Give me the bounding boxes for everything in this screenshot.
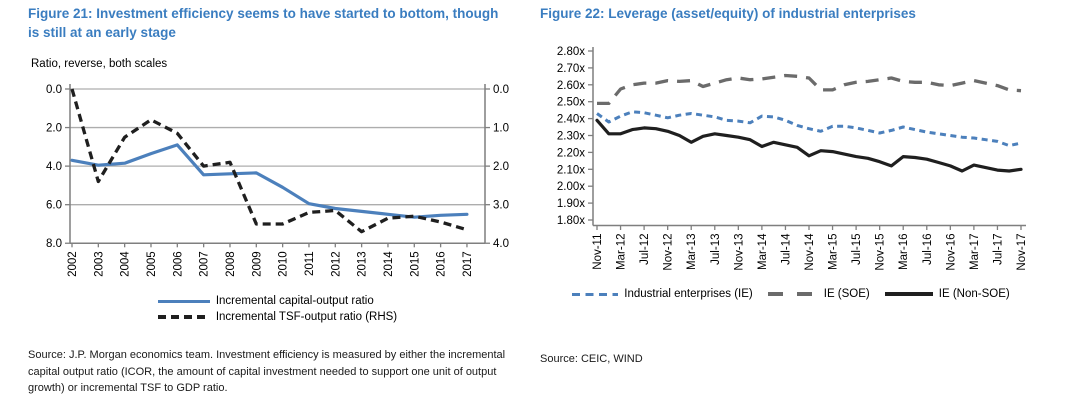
svg-text:2012: 2012 xyxy=(330,251,342,277)
svg-text:Nov-16: Nov-16 xyxy=(945,234,957,271)
svg-text:2007: 2007 xyxy=(199,251,211,277)
fig21-source: Source: J.P. Morgan economics team. Inve… xyxy=(28,349,506,394)
nonsoe-line-sample xyxy=(884,292,933,296)
svg-text:2010: 2010 xyxy=(278,251,290,277)
svg-text:2.10x: 2.10x xyxy=(557,164,585,176)
svg-text:Mar-17: Mar-17 xyxy=(969,234,981,270)
svg-text:2.70x: 2.70x xyxy=(557,63,585,75)
svg-text:2006: 2006 xyxy=(172,251,184,277)
svg-text:0.0: 0.0 xyxy=(46,84,62,96)
svg-text:2.50x: 2.50x xyxy=(557,97,585,109)
svg-text:2.0: 2.0 xyxy=(493,161,509,173)
svg-text:Nov-17: Nov-17 xyxy=(1016,234,1028,271)
svg-text:Jul-15: Jul-15 xyxy=(851,234,863,265)
svg-text:Mar-14: Mar-14 xyxy=(757,233,769,270)
svg-text:2004: 2004 xyxy=(120,251,132,277)
legend-item-ie: Industrial enterprises (IE) xyxy=(572,288,753,300)
svg-text:2003: 2003 xyxy=(93,251,105,277)
legend-item-soe: IE (SOE) xyxy=(767,288,870,300)
svg-text:3.0: 3.0 xyxy=(493,200,509,212)
svg-text:6.0: 6.0 xyxy=(46,200,62,212)
svg-text:2.60x: 2.60x xyxy=(557,80,585,92)
svg-text:Jul-12: Jul-12 xyxy=(639,234,651,265)
fig21-legend: Incremental capital-output ratio Increme… xyxy=(70,295,485,323)
ie-line-sample xyxy=(572,292,619,296)
svg-text:Mar-13: Mar-13 xyxy=(686,234,698,270)
svg-text:4.0: 4.0 xyxy=(493,238,509,250)
fig21-axis-note: Ratio, reverse, both scales xyxy=(31,58,168,70)
svg-text:8.0: 8.0 xyxy=(46,238,62,250)
soe-line-sample xyxy=(767,292,818,296)
svg-text:Jul-14: Jul-14 xyxy=(780,233,792,265)
svg-text:2016: 2016 xyxy=(436,251,448,277)
legend-item-nonsoe: IE (Non-SOE) xyxy=(884,288,1010,300)
svg-text:Nov-13: Nov-13 xyxy=(733,234,745,271)
svg-text:1.80x: 1.80x xyxy=(557,215,585,227)
svg-text:Jul-17: Jul-17 xyxy=(992,234,1004,265)
svg-text:Mar-16: Mar-16 xyxy=(898,234,910,270)
svg-text:Nov-15: Nov-15 xyxy=(875,234,887,271)
svg-text:0.0: 0.0 xyxy=(493,84,509,96)
legend-label-ie: Industrial enterprises (IE) xyxy=(624,288,753,300)
legend-item-tsf: Incremental TSF-output ratio (RHS) xyxy=(157,311,398,323)
svg-text:Mar-12: Mar-12 xyxy=(616,234,628,270)
svg-text:1.90x: 1.90x xyxy=(557,198,585,210)
svg-text:2.00x: 2.00x xyxy=(557,181,585,193)
svg-text:Nov-12: Nov-12 xyxy=(663,234,675,271)
svg-text:2.80x: 2.80x xyxy=(557,46,585,58)
svg-text:2008: 2008 xyxy=(225,251,237,277)
svg-text:Mar-15: Mar-15 xyxy=(828,234,840,270)
svg-text:2015: 2015 xyxy=(409,251,421,277)
fig22-legend: Industrial enterprises (IE) IE (SOE) IE … xyxy=(541,288,1041,300)
svg-text:2014: 2014 xyxy=(383,251,395,277)
svg-text:Jul-13: Jul-13 xyxy=(710,234,722,265)
legend-item-icor: Incremental capital-output ratio xyxy=(157,295,374,307)
svg-text:2.40x: 2.40x xyxy=(557,114,585,126)
fig22-source: Source: CEIC, WIND xyxy=(540,353,643,365)
svg-text:2.30x: 2.30x xyxy=(557,131,585,143)
svg-text:2011: 2011 xyxy=(304,251,316,276)
legend-label-icor: Incremental capital-output ratio xyxy=(215,295,374,307)
svg-text:2017: 2017 xyxy=(462,251,474,277)
tsf-line-sample xyxy=(157,315,210,319)
svg-text:2005: 2005 xyxy=(146,251,158,277)
legend-label-soe: IE (SOE) xyxy=(823,288,870,300)
svg-text:2013: 2013 xyxy=(357,251,369,277)
svg-text:2.0: 2.0 xyxy=(46,123,62,135)
svg-text:4.0: 4.0 xyxy=(46,161,62,173)
legend-label-nonsoe: IE (Non-SOE) xyxy=(938,288,1010,300)
svg-text:2.20x: 2.20x xyxy=(557,147,585,159)
svg-text:Jul-16: Jul-16 xyxy=(922,234,934,265)
svg-text:Nov-14: Nov-14 xyxy=(804,233,816,271)
svg-text:2002: 2002 xyxy=(67,251,79,277)
svg-text:1.0: 1.0 xyxy=(493,123,509,135)
icor-line-sample xyxy=(157,299,210,303)
svg-text:Nov-11: Nov-11 xyxy=(592,234,604,270)
fig21-title: Figure 21: Investment efficiency seems t… xyxy=(28,6,499,40)
legend-label-tsf: Incremental TSF-output ratio (RHS) xyxy=(215,311,398,323)
svg-text:2009: 2009 xyxy=(251,251,263,277)
fig22-title: Figure 22: Leverage (asset/equity) of in… xyxy=(540,6,916,21)
